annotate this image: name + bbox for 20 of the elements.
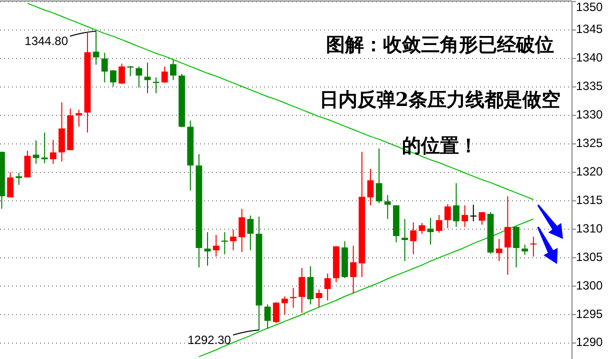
- annotation: 1292.30: [188, 332, 232, 347]
- y-tick-label: 1325: [576, 136, 604, 150]
- annotation: 图解：收敛三角形已经破位: [326, 34, 554, 56]
- y-tick-label: 1335: [576, 79, 604, 94]
- annotation: 1344.80: [24, 30, 97, 48]
- y-tick-label: 1340: [576, 50, 604, 65]
- annotation: 1344.80: [24, 34, 68, 48]
- y-tick-label: 1305: [576, 250, 604, 264]
- y-tick-label: 1320: [576, 164, 604, 178]
- y-tick-label: 1295: [576, 306, 604, 321]
- annotation: 日内反弹2条压力线都是做空: [319, 89, 561, 111]
- annotation: 1292.30: [188, 329, 260, 347]
- y-tick-label: 1310: [576, 221, 604, 236]
- y-tick-label: 1330: [576, 108, 604, 122]
- y-tick-label: 1290: [576, 335, 604, 350]
- y-tick-label: 1315: [576, 192, 604, 207]
- annotation: 的位置！: [402, 135, 478, 157]
- y-tick-label: 1300: [576, 278, 604, 292]
- y-tick-label: 1350: [576, 0, 604, 14]
- y-tick-label: 1345: [576, 22, 604, 36]
